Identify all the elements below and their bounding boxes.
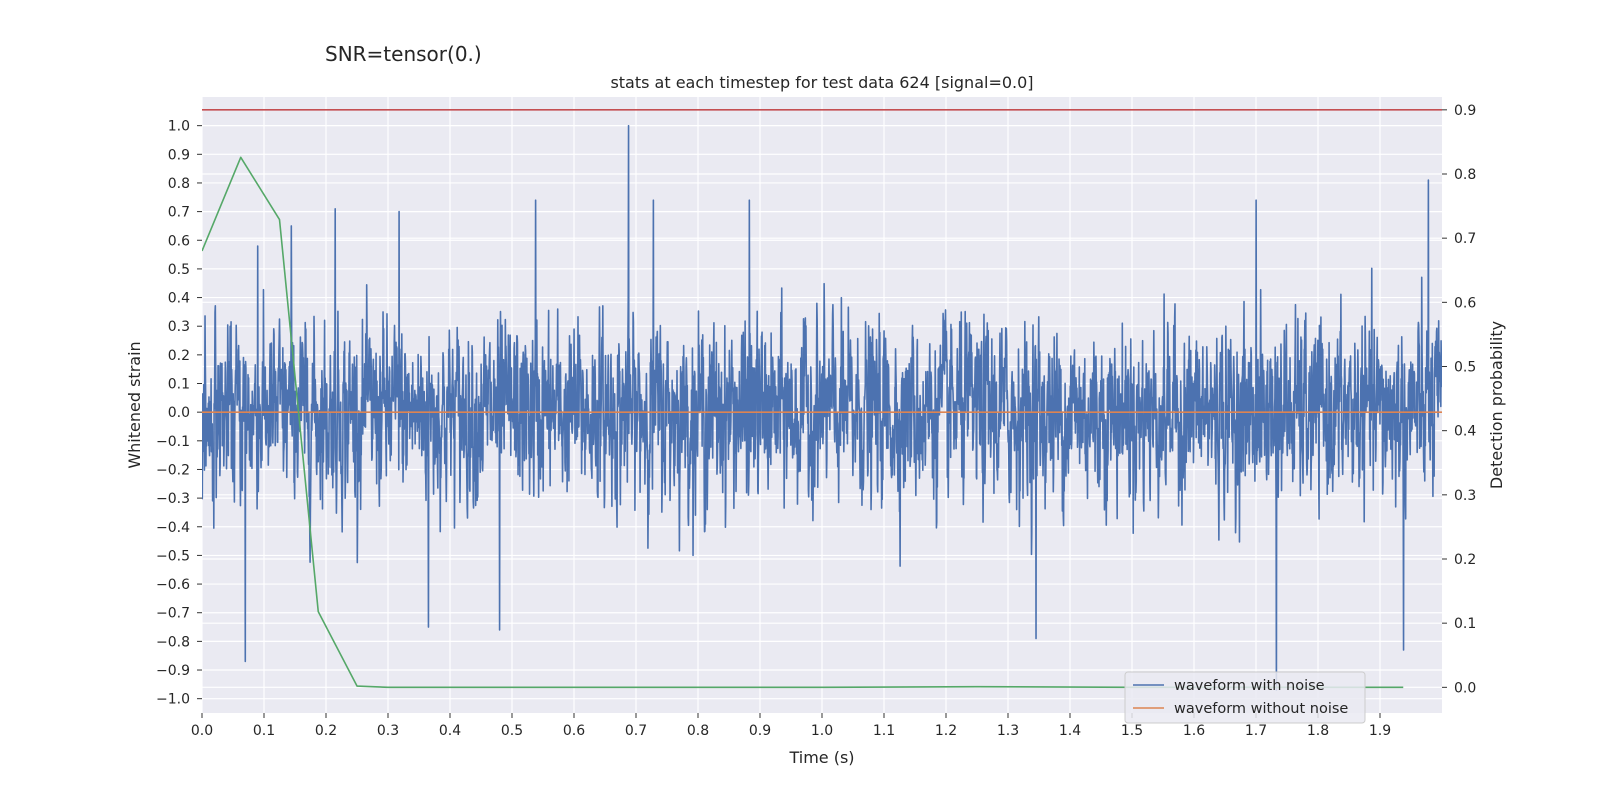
y-tick-label: 0.0 [168, 405, 190, 421]
y-tick-label: −0.4 [156, 520, 190, 536]
x-tick-label: 0.4 [439, 723, 461, 739]
y-tick-label: 0.4 [168, 291, 190, 307]
x-axis-label: Time (s) [788, 748, 854, 767]
series-layer [202, 109, 1442, 691]
x-tick-label: 1.7 [1245, 723, 1267, 739]
y-tick-label: −0.2 [156, 462, 190, 478]
x-tick-label: 0.9 [749, 723, 771, 739]
y2-tick-label: 0.4 [1454, 424, 1476, 440]
x-tick-label: 0.2 [315, 723, 337, 739]
x-tick-label: 1.5 [1121, 723, 1143, 739]
y2-tick-label: 0.8 [1454, 167, 1476, 183]
y-tick-label: −1.0 [156, 692, 190, 708]
y-axis-label: Whitened strain [125, 341, 144, 468]
y-axis-right: 0.9 0.8 0.7 0.6 0.5 0.4 0.3 0.2 0.1 0.0 [1442, 103, 1476, 696]
legend-label-clean: waveform without noise [1174, 701, 1348, 717]
y2-tick-label: 0.0 [1454, 680, 1476, 696]
x-tick-label: 0.0 [191, 723, 213, 739]
y2-tick-label: 0.1 [1454, 616, 1476, 632]
y-tick-label: −0.5 [156, 548, 190, 564]
y-tick-label: −0.3 [156, 491, 190, 507]
y-tick-label: 0.6 [168, 233, 190, 249]
series-waveform-with-noise [202, 124, 1442, 691]
x-tick-label: 1.6 [1183, 723, 1205, 739]
x-tick-label: 0.5 [501, 723, 523, 739]
x-tick-label: 0.1 [253, 723, 275, 739]
x-axis: 0.0 0.1 0.2 0.3 0.4 0.5 0.6 0.7 0.8 0.9 1.0 1.1 1.2 1… [191, 713, 1391, 739]
y-tick-label: 0.9 [168, 147, 190, 163]
series-detection-probability [202, 156, 1404, 689]
x-tick-label: 1.8 [1307, 723, 1329, 739]
y2-tick-label: 0.6 [1454, 295, 1476, 311]
chart-title: stats at each timestep for test data 624… [610, 73, 1033, 92]
y-tick-label: 0.5 [168, 262, 190, 278]
x-tick-label: 1.2 [935, 723, 957, 739]
x-tick-label: 1.0 [811, 723, 833, 739]
y2-tick-label: 0.7 [1454, 231, 1476, 247]
x-tick-label: 1.4 [1059, 723, 1081, 739]
y2-tick-label: 0.3 [1454, 488, 1476, 504]
x-tick-label: 1.1 [873, 723, 895, 739]
legend: waveform with noise waveform without noi… [1124, 671, 1366, 724]
y2-tick-label: 0.9 [1454, 103, 1476, 119]
x-tick-label: 1.3 [997, 723, 1019, 739]
y-tick-label: 0.7 [168, 205, 190, 221]
y-tick-label: 0.1 [168, 377, 190, 393]
y2-tick-label: 0.5 [1454, 360, 1476, 376]
y-tick-label: −0.1 [156, 434, 190, 450]
y-tick-label: 0.2 [168, 348, 190, 364]
y2-axis-label: Detection probability [1487, 321, 1506, 489]
y-tick-label: −0.7 [156, 606, 190, 622]
x-tick-label: 0.3 [377, 723, 399, 739]
x-tick-label: 0.8 [687, 723, 709, 739]
y-tick-label: −0.6 [156, 577, 190, 593]
y-tick-label: −0.9 [156, 663, 190, 679]
x-tick-label: 0.7 [625, 723, 647, 739]
legend-label-noise: waveform with noise [1174, 678, 1325, 694]
y-tick-label: 0.8 [168, 176, 190, 192]
legend-box [1124, 671, 1366, 724]
y2-tick-label: 0.2 [1454, 552, 1476, 568]
y-axis-left: 1.0 0.9 0.8 0.7 0.6 0.5 0.4 0.3 0.2 0.1 0.0 −0.1 −0.… [156, 119, 202, 708]
y-tick-label: −0.8 [156, 634, 190, 650]
y-tick-label: 1.0 [168, 119, 190, 135]
suptitle: SNR=tensor(0.) [325, 42, 482, 66]
y-tick-label: 0.3 [168, 319, 190, 335]
x-tick-label: 0.6 [563, 723, 585, 739]
x-tick-label: 1.9 [1369, 723, 1391, 739]
